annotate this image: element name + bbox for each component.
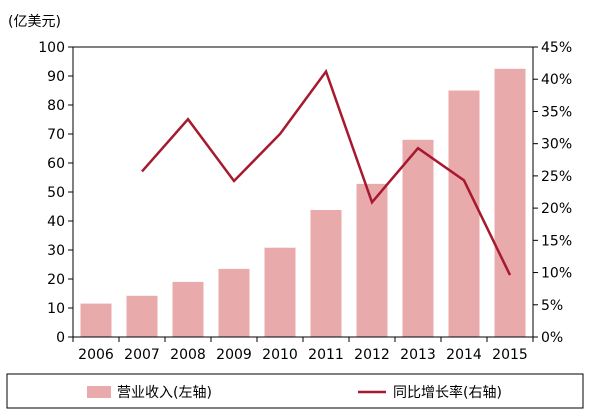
x-tick-label: 2012 (354, 347, 390, 363)
axes: 0 10 20 30 40 50 60 70 80 90 100 0% 5% 10% 15% 20% 25% 30… (38, 40, 572, 363)
left-tick-label: 20 (47, 272, 65, 288)
right-tick-label: 35% (541, 104, 572, 120)
x-tick-label: 2009 (216, 347, 252, 363)
left-tick-label: 80 (47, 98, 65, 114)
bar-2010 (265, 248, 296, 337)
right-tick-label: 25% (541, 169, 572, 185)
bar-2008 (173, 282, 204, 337)
bar-2011 (311, 210, 342, 337)
bar-2009 (219, 269, 250, 337)
x-tick-label: 2007 (124, 347, 160, 363)
right-tick-label: 0% (541, 330, 563, 346)
legend: 营业收入(左轴) 同比增长率(右轴) (7, 374, 583, 408)
right-tick-label: 40% (541, 72, 572, 88)
bar-2006 (81, 304, 112, 337)
left-tick-label: 50 (47, 185, 65, 201)
left-tick-label: 70 (47, 127, 65, 143)
right-tick-label: 10% (541, 266, 572, 282)
x-tick-label: 2008 (170, 347, 206, 363)
right-tick-label: 45% (541, 40, 572, 56)
right-tick-label: 20% (541, 201, 572, 217)
left-tick-label: 10 (47, 301, 65, 317)
unit-label: (亿美元) (8, 14, 61, 30)
x-tick-label: 2013 (400, 347, 436, 363)
legend-label-bar: 营业收入(左轴) (117, 385, 212, 401)
x-tick-label: 2015 (492, 347, 528, 363)
x-tick-label: 2014 (446, 347, 482, 363)
right-tick-label: 15% (541, 233, 572, 249)
right-tick-label: 5% (541, 298, 563, 314)
left-tick-label: 40 (47, 214, 65, 230)
left-tick-label: 30 (47, 243, 65, 259)
left-tick-label: 90 (47, 69, 65, 85)
left-tick-label: 0 (56, 330, 65, 346)
bar-2007 (127, 296, 158, 337)
bar-2012 (357, 184, 388, 337)
x-tick-label: 2011 (308, 347, 344, 363)
bar-2015 (495, 69, 526, 337)
legend-swatch-bar (87, 386, 111, 398)
right-tick-label: 30% (541, 137, 572, 153)
x-tick-label: 2006 (78, 347, 114, 363)
bar-2013 (403, 140, 434, 337)
left-tick-label: 60 (47, 156, 65, 172)
legend-label-line: 同比增长率(右轴) (393, 384, 502, 401)
x-tick-label: 2010 (262, 347, 298, 363)
left-tick-label: 100 (38, 40, 65, 56)
bar-2014 (449, 91, 480, 338)
bar-series (81, 69, 526, 337)
